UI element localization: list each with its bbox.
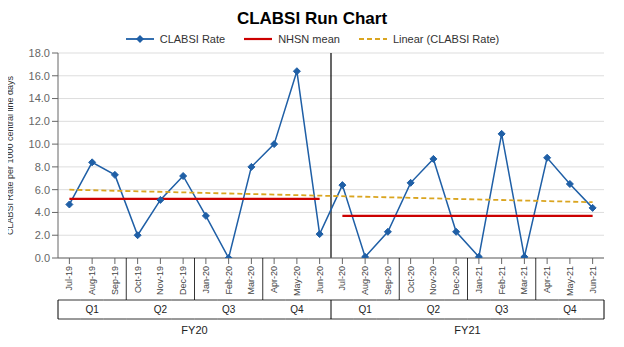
svg-text:Q1: Q1 — [85, 304, 99, 315]
svg-text:Jul-19: Jul-19 — [64, 266, 74, 291]
svg-text:Jul-20: Jul-20 — [337, 266, 347, 291]
svg-text:Dec-19: Dec-19 — [178, 266, 188, 295]
html-text:NHSN mean: NHSN mean — [278, 33, 340, 45]
svg-text:CLABSI Rate per 1000 central l: CLABSI Rate per 1000 central line days — [8, 75, 15, 235]
svg-text:May-21: May-21 — [565, 266, 575, 296]
svg-text:Sep-20: Sep-20 — [383, 266, 393, 295]
svg-text:May-20: May-20 — [292, 266, 302, 296]
svg-text:Feb-20: Feb-20 — [224, 266, 234, 295]
svg-text:Oct-19: Oct-19 — [133, 266, 143, 293]
html-text:Linear (CLABSI Rate): Linear (CLABSI Rate) — [392, 33, 500, 45]
svg-text:4.0: 4.0 — [35, 206, 50, 218]
svg-text:Jun-21: Jun-21 — [588, 266, 598, 294]
svg-text:Sep-19: Sep-19 — [110, 266, 120, 295]
svg-text:Jan-21: Jan-21 — [474, 266, 484, 294]
svg-text:16.0: 16.0 — [29, 70, 50, 82]
svg-text:Mar-21: Mar-21 — [519, 266, 529, 295]
svg-text:Q4: Q4 — [290, 304, 304, 315]
svg-text:Q3: Q3 — [222, 304, 236, 315]
svg-text:12.0: 12.0 — [29, 115, 50, 127]
svg-text:2.0: 2.0 — [35, 229, 50, 241]
svg-text:FY21: FY21 — [454, 324, 480, 336]
svg-text:Q1: Q1 — [358, 304, 372, 315]
svg-text:Q3: Q3 — [495, 304, 509, 315]
svg-text:Dec-20: Dec-20 — [451, 266, 461, 295]
svg-text:Oct-20: Oct-20 — [406, 266, 416, 293]
svg-text:Aug-20: Aug-20 — [360, 266, 370, 295]
svg-text:6.0: 6.0 — [35, 184, 50, 196]
svg-text:10.0: 10.0 — [29, 138, 50, 150]
svg-text:14.0: 14.0 — [29, 92, 50, 104]
svg-text:FY20: FY20 — [181, 324, 207, 336]
svg-text:0.0: 0.0 — [35, 252, 50, 264]
svg-text:Nov-19: Nov-19 — [155, 266, 165, 295]
svg-text:Nov-20: Nov-20 — [428, 266, 438, 295]
svg-text:Apr-21: Apr-21 — [542, 266, 552, 293]
html-text:CLABSI Run Chart: CLABSI Run Chart — [236, 9, 388, 28]
svg-text:Apr-20: Apr-20 — [269, 266, 279, 293]
svg-text:8.0: 8.0 — [35, 161, 50, 173]
svg-text:Q2: Q2 — [427, 304, 441, 315]
svg-text:Jun-20: Jun-20 — [315, 266, 325, 294]
svg-text:Feb-21: Feb-21 — [497, 266, 507, 295]
svg-text:Jan-20: Jan-20 — [201, 266, 211, 294]
svg-text:Q2: Q2 — [154, 304, 168, 315]
svg-text:Mar-20: Mar-20 — [246, 266, 256, 295]
svg-text:18.0: 18.0 — [29, 48, 50, 59]
svg-text:Aug-19: Aug-19 — [87, 266, 97, 295]
svg-text:Q4: Q4 — [563, 304, 577, 315]
html-text:CLABSI Rate: CLABSI Rate — [159, 33, 226, 45]
